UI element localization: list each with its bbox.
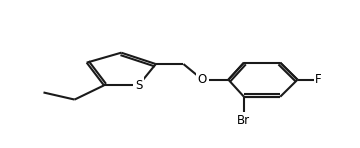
Text: S: S bbox=[135, 79, 142, 92]
Text: F: F bbox=[315, 73, 321, 86]
Text: Br: Br bbox=[237, 114, 251, 127]
Text: O: O bbox=[198, 73, 207, 86]
